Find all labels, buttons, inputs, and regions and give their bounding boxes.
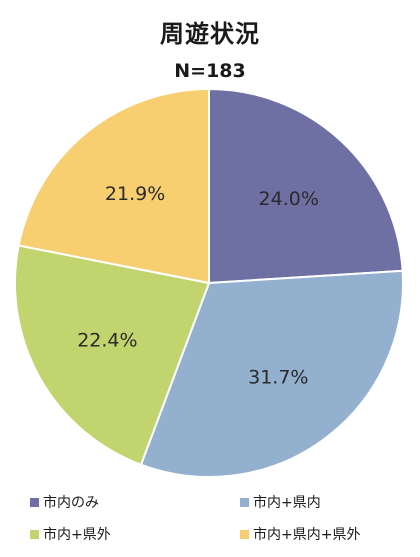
legend-item-shinai-kennai: 市内+県内: [240, 492, 321, 512]
chart-subtitle: N=183: [174, 60, 246, 82]
legend-swatch: [30, 497, 39, 507]
chart-legend: 市内のみ 市内+県内 市内+県外 市内+県内+県外: [30, 492, 410, 552]
slice-value-label: 31.7%: [248, 367, 308, 389]
pie-chart: 24.0% 31.7% 22.4% 21.9%: [14, 87, 405, 478]
pie-slice: [17, 87, 210, 285]
pie-slice: [139, 269, 405, 478]
legend-label: 市内+県内+県外: [253, 527, 361, 543]
legend-item-shinai-kennai-kengai: 市内+県内+県外: [240, 524, 360, 544]
legend-swatch: [240, 497, 249, 507]
pie-slice: [208, 87, 404, 285]
legend-label: 市内+県外: [43, 527, 111, 543]
legend-swatch: [240, 529, 249, 539]
legend-label: 市内のみ: [43, 495, 99, 511]
legend-item-shinai-kengai: 市内+県外: [30, 524, 111, 544]
legend-label: 市内+県内: [253, 495, 321, 511]
legend-swatch: [30, 529, 39, 539]
chart-title: 周遊状況: [160, 20, 260, 48]
pie-slice: [14, 244, 211, 466]
legend-item-shinai-nomi: 市内のみ: [30, 492, 99, 512]
slice-value-label: 22.4%: [77, 330, 137, 352]
slice-value-label: 21.9%: [105, 183, 165, 205]
slice-value-label: 24.0%: [259, 188, 319, 210]
